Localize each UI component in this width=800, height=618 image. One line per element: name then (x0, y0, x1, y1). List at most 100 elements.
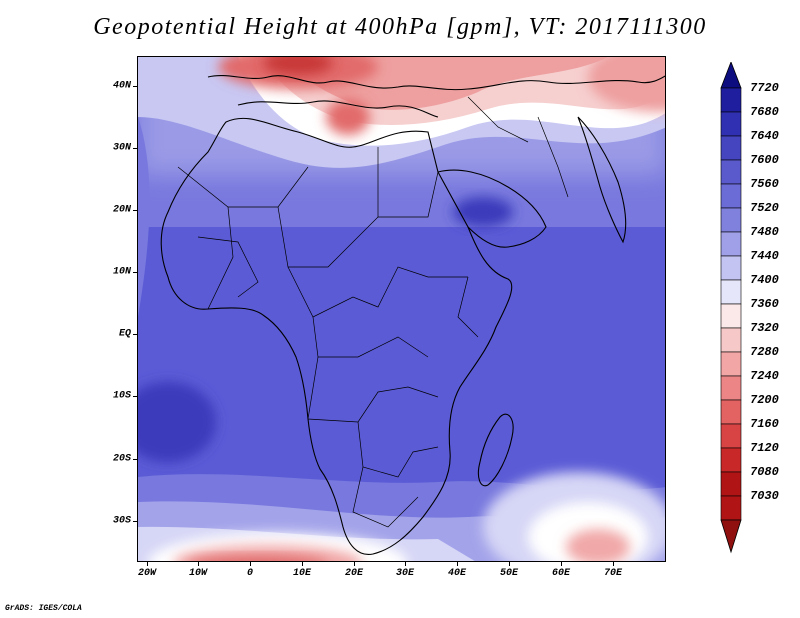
lon-tick (457, 562, 458, 566)
lon-label-10w: 10W (188, 568, 208, 579)
lon-label-10e: 10E (292, 568, 312, 579)
border-line (277, 147, 379, 268)
se-band-7280 (566, 529, 630, 561)
lon-tick (302, 562, 303, 566)
colorbar-swatch (720, 207, 742, 233)
high-patch-atlantic (138, 382, 216, 462)
lon-tick (613, 562, 614, 566)
colorbar-label: 7480 (750, 225, 779, 239)
lon-label-20e: 20E (344, 568, 364, 579)
lat-tick (133, 86, 137, 87)
colorbar-swatch (720, 231, 742, 257)
height-field-map (138, 57, 665, 561)
colorbar-swatch (720, 495, 742, 521)
lat-tick (133, 396, 137, 397)
india-coast (577, 116, 627, 244)
border-line (537, 116, 569, 198)
border-line (457, 276, 479, 338)
lat-label-20n: 20N (112, 204, 131, 216)
europe-coast (207, 75, 665, 91)
lat-label-10s: 10S (112, 390, 131, 402)
border-line (197, 236, 259, 298)
lat-label-10n: 10N (112, 266, 131, 278)
lat-tick (133, 334, 137, 335)
trough-center (326, 99, 370, 135)
border-line (357, 421, 439, 478)
colorbar-swatch (720, 255, 742, 281)
lat-tick (133, 210, 137, 211)
grads-credit: GrADS: IGES/COLA (5, 604, 82, 613)
colorbar-label: 7600 (750, 153, 779, 167)
lat-label-30s: 30S (112, 515, 131, 527)
lat-tick (133, 521, 137, 522)
border-line (207, 206, 234, 310)
border-line (467, 96, 529, 143)
west-edge-shade (138, 117, 150, 317)
high-patch-arabia (453, 197, 513, 227)
colorbar-label: 7440 (750, 249, 779, 263)
lat-label-20s: 20S (112, 453, 131, 465)
lon-label-50e: 50E (499, 568, 519, 579)
lat-tick (133, 148, 137, 149)
lat-label-eq: EQ (118, 328, 131, 340)
africa-coast (160, 117, 513, 555)
border-line (307, 356, 439, 423)
colorbar-swatch (720, 279, 742, 305)
colorbar-label: 7360 (750, 297, 779, 311)
arabia-coast (437, 169, 547, 248)
colorbar-swatch (720, 471, 742, 497)
colorbar-label: 7080 (750, 465, 779, 479)
colorbar-label: 7520 (750, 201, 779, 215)
lon-tick (509, 562, 510, 566)
lon-label-20w: 20W (137, 568, 157, 579)
colorbar (720, 62, 742, 554)
colorbar-label: 7280 (750, 345, 779, 359)
colorbar-label: 7640 (750, 129, 779, 143)
colorbar-swatch (720, 303, 742, 329)
colorbar-label: 7200 (750, 393, 779, 407)
map-panel (137, 56, 666, 562)
colorbar-label: 7030 (750, 489, 779, 503)
colorbar-label: 7160 (750, 417, 779, 431)
colorbar-swatch (720, 111, 742, 137)
colorbar-top-arrow (720, 62, 742, 89)
band-7200 (263, 57, 333, 75)
lon-tick (250, 562, 251, 566)
border-line (352, 466, 419, 528)
lon-tick (147, 562, 148, 566)
south-band-7240 (195, 556, 321, 561)
band-7280-east (588, 57, 665, 112)
lon-tick (561, 562, 562, 566)
border-line (378, 171, 439, 218)
colorbar-label: 7240 (750, 369, 779, 383)
lat-tick (133, 272, 137, 273)
lon-tick (405, 562, 406, 566)
lon-label-60e: 60E (551, 568, 571, 579)
lon-label-0: 0 (246, 568, 254, 579)
mediterranean-coast (237, 100, 439, 118)
colorbar-label: 7720 (750, 81, 779, 95)
colorbar-swatch (720, 183, 742, 209)
madagascar-coast (477, 413, 514, 487)
colorbar-bottom-arrow (720, 519, 742, 554)
colorbar-label: 7560 (750, 177, 779, 191)
lon-label-30e: 30E (395, 568, 415, 579)
colorbar-swatch (720, 447, 742, 473)
lat-label-30n: 30N (112, 142, 131, 154)
colorbar-label: 7120 (750, 441, 779, 455)
border-line (177, 166, 309, 208)
chart-title: Geopotential Height at 400hPa [gpm], VT:… (93, 14, 707, 40)
colorbar-swatch (720, 399, 742, 425)
lat-tick (133, 459, 137, 460)
colorbar-swatch (720, 159, 742, 185)
colorbar-label: 7400 (750, 273, 779, 287)
colorbar-swatch (720, 423, 742, 449)
colorbar-swatch (720, 87, 742, 113)
colorbar-label: 7320 (750, 321, 779, 335)
lon-label-40e: 40E (447, 568, 467, 579)
colorbar-label: 7680 (750, 105, 779, 119)
lat-label-40n: 40N (112, 80, 131, 92)
coastlines (160, 75, 665, 555)
lon-tick (198, 562, 199, 566)
colorbar-swatch (720, 135, 742, 161)
